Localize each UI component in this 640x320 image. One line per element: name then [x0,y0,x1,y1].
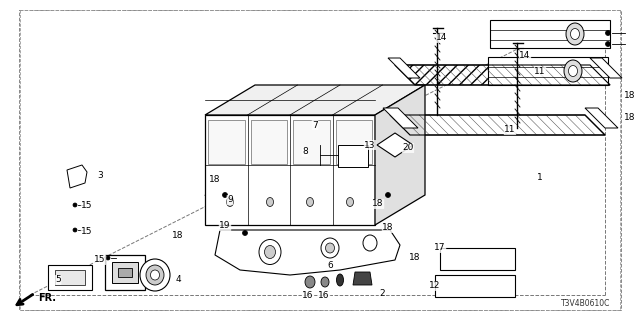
Text: FR.: FR. [38,293,56,303]
Text: 15: 15 [81,228,93,236]
Text: 16: 16 [318,291,330,300]
Text: T3V4B0610C: T3V4B0610C [561,299,610,308]
Polygon shape [377,133,413,157]
Ellipse shape [264,245,275,259]
Ellipse shape [363,235,377,251]
Bar [293,120,330,164]
Ellipse shape [566,23,584,45]
Polygon shape [55,270,85,285]
Ellipse shape [321,277,329,287]
Polygon shape [205,85,425,115]
Ellipse shape [326,243,335,253]
Ellipse shape [243,230,248,236]
Ellipse shape [73,228,77,232]
Text: 16: 16 [302,291,314,300]
Ellipse shape [385,193,390,197]
Ellipse shape [305,276,315,288]
Ellipse shape [146,265,164,285]
Ellipse shape [568,66,577,76]
Text: 3: 3 [97,171,103,180]
Text: 18: 18 [409,253,420,262]
Text: 1: 1 [537,173,543,182]
Text: 15: 15 [81,201,93,210]
Polygon shape [215,230,400,275]
Text: 18: 18 [382,223,394,233]
Polygon shape [67,165,87,188]
Polygon shape [353,272,372,285]
Bar [338,145,368,167]
Polygon shape [395,65,610,85]
Polygon shape [590,58,622,78]
Bar [435,275,515,297]
Text: 15: 15 [94,255,106,265]
Text: 13: 13 [364,140,376,149]
Text: 18: 18 [624,114,636,123]
Ellipse shape [106,256,110,260]
Polygon shape [390,115,605,135]
Polygon shape [118,268,132,277]
Bar [250,120,287,164]
Polygon shape [490,20,610,48]
Polygon shape [105,255,145,290]
Ellipse shape [337,274,344,286]
Polygon shape [48,265,92,290]
Text: 14: 14 [436,34,448,43]
Polygon shape [205,195,400,210]
Ellipse shape [259,239,281,265]
Text: 17: 17 [435,244,445,252]
Bar [335,120,372,164]
Text: 18: 18 [172,230,184,239]
Ellipse shape [266,197,273,206]
Text: 14: 14 [519,51,531,60]
Text: 2: 2 [379,290,385,299]
Polygon shape [585,108,618,128]
Text: 19: 19 [220,221,231,230]
Text: 9: 9 [227,196,233,204]
Ellipse shape [73,203,77,207]
Ellipse shape [564,60,582,82]
Text: 8: 8 [302,148,308,156]
Text: 11: 11 [504,125,516,134]
Bar [208,120,244,164]
Bar [440,248,515,270]
Polygon shape [205,115,375,225]
Text: 18: 18 [372,199,384,209]
Ellipse shape [140,259,170,291]
Ellipse shape [227,197,234,206]
Polygon shape [488,57,608,85]
Text: 11: 11 [534,68,546,76]
Text: 4: 4 [175,276,181,284]
Text: 7: 7 [312,121,318,130]
Ellipse shape [321,238,339,258]
Ellipse shape [605,30,611,36]
Ellipse shape [605,42,611,46]
Ellipse shape [570,28,579,39]
Text: 5: 5 [55,276,61,284]
Text: 6: 6 [327,260,333,269]
Text: 12: 12 [429,282,441,291]
Polygon shape [112,262,138,283]
Ellipse shape [307,197,314,206]
Text: 18: 18 [624,91,636,100]
Polygon shape [375,85,425,225]
Ellipse shape [346,197,353,206]
Text: 18: 18 [209,175,221,185]
Ellipse shape [150,270,159,280]
Polygon shape [388,58,420,78]
Ellipse shape [223,193,227,197]
Text: 20: 20 [403,143,413,153]
Polygon shape [383,108,418,128]
